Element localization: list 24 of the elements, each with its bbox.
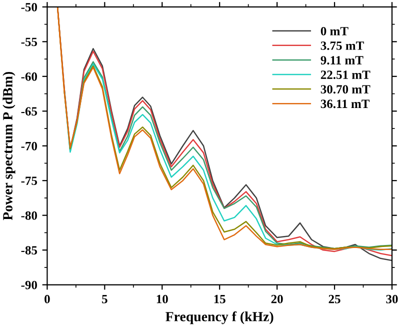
legend-label: 36.11 mT xyxy=(320,100,370,108)
x-tick-label: 20 xyxy=(271,294,283,304)
x-axis-title: Frequency f (kHz) xyxy=(166,311,274,324)
x-tick-label: 0 xyxy=(44,294,50,304)
x-tick-label: 10 xyxy=(156,294,168,304)
y-tick-label: -50 xyxy=(21,2,37,12)
y-tick-label: -70 xyxy=(21,142,37,150)
y-tick-label: -85 xyxy=(21,246,38,255)
y-tick-label: -75 xyxy=(21,176,38,186)
legend-label: 3.75 mT xyxy=(320,42,364,50)
y-tick-label: -55 xyxy=(21,38,38,46)
x-tick-label: 5 xyxy=(102,295,108,304)
y-axis-title: Power spectrum P (dBm) xyxy=(2,72,16,220)
y-tick-label: -90 xyxy=(21,280,37,290)
legend-label: 22.51 mT xyxy=(320,70,370,80)
x-tick-label: 15 xyxy=(214,294,226,304)
y-tick-label: -60 xyxy=(21,72,37,81)
y-tick-label: -80 xyxy=(21,211,37,220)
x-tick-label: 25 xyxy=(328,294,340,304)
legend-label: 30.70 mT xyxy=(320,85,370,94)
legend-label: 9.11 mT xyxy=(320,56,364,65)
y-tick-label: -65 xyxy=(21,107,38,116)
x-tick-label: 30 xyxy=(386,294,398,304)
legend-label: 0 mT xyxy=(320,26,348,36)
